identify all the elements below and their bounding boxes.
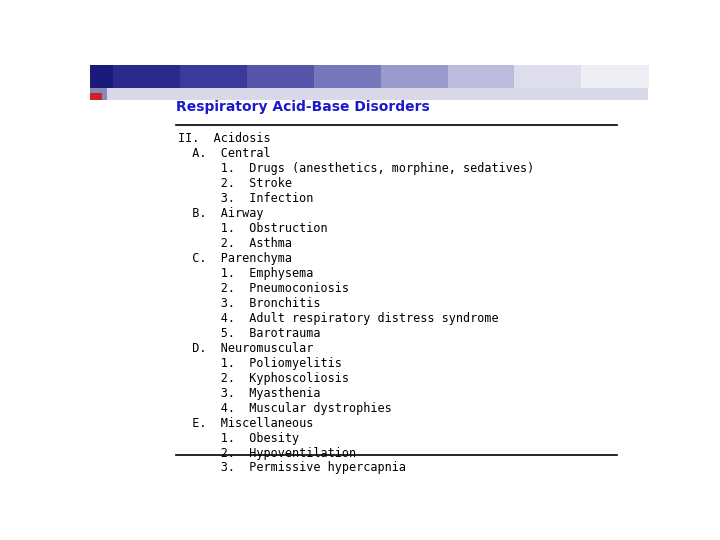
Text: E.  Miscellaneous: E. Miscellaneous: [178, 416, 313, 429]
Bar: [448, 65, 515, 88]
Text: 3.  Myasthenia: 3. Myasthenia: [178, 387, 320, 400]
Text: 1.  Obstruction: 1. Obstruction: [178, 222, 328, 235]
Text: 1.  Emphysema: 1. Emphysema: [178, 267, 313, 280]
Bar: [581, 65, 649, 88]
Bar: [90, 88, 107, 100]
Bar: [514, 65, 582, 88]
Text: D.  Neuromuscular: D. Neuromuscular: [178, 342, 313, 355]
Bar: [114, 65, 181, 88]
Text: 3.  Bronchitis: 3. Bronchitis: [178, 297, 320, 310]
Bar: [247, 65, 315, 88]
Bar: [314, 65, 382, 88]
Text: Respiratory Acid-Base Disorders: Respiratory Acid-Base Disorders: [176, 100, 431, 114]
Text: B.  Airway: B. Airway: [178, 207, 264, 220]
Bar: [180, 65, 248, 88]
Text: 5.  Barotrauma: 5. Barotrauma: [178, 327, 320, 340]
Text: 1.  Poliomyelitis: 1. Poliomyelitis: [178, 357, 342, 370]
Text: 4.  Muscular dystrophies: 4. Muscular dystrophies: [178, 402, 392, 415]
Text: II.  Acidosis: II. Acidosis: [178, 132, 271, 145]
Bar: [90, 93, 102, 100]
Text: 2.  Asthma: 2. Asthma: [178, 237, 292, 250]
Text: 1.  Obesity: 1. Obesity: [178, 431, 300, 444]
Text: 4.  Adult respiratory distress syndrome: 4. Adult respiratory distress syndrome: [178, 312, 499, 325]
Text: 3.  Infection: 3. Infection: [178, 192, 313, 205]
Bar: [381, 65, 448, 88]
Text: 1.  Drugs (anesthetics, morphine, sedatives): 1. Drugs (anesthetics, morphine, sedativ…: [178, 162, 534, 175]
Text: 2.  Hypoventilation: 2. Hypoventilation: [178, 447, 356, 460]
Text: A.  Central: A. Central: [178, 147, 271, 160]
Text: 3.  Permissive hypercapnia: 3. Permissive hypercapnia: [178, 462, 406, 475]
Bar: [90, 65, 114, 88]
Text: 2.  Stroke: 2. Stroke: [178, 177, 292, 190]
Bar: [90, 88, 648, 100]
Text: 2.  Pneumoconiosis: 2. Pneumoconiosis: [178, 282, 349, 295]
Text: 2.  Kyphoscoliosis: 2. Kyphoscoliosis: [178, 372, 349, 384]
Text: C.  Parenchyma: C. Parenchyma: [178, 252, 292, 265]
